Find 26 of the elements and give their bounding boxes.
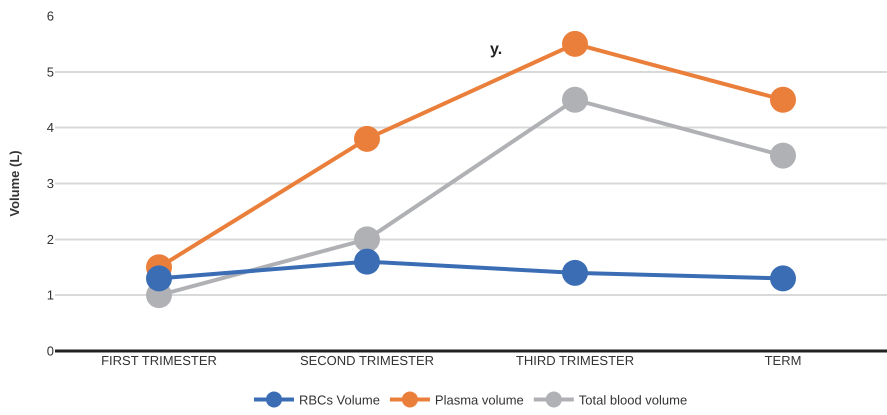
annotation: y. [490, 41, 502, 58]
point [354, 126, 380, 152]
x-tick-label: SECOND TRIMESTER [300, 353, 434, 368]
legend-label: RBCs Volume [299, 392, 380, 408]
point [146, 265, 172, 292]
legend-label: Total blood volume [578, 392, 688, 408]
y-tick-label: 6 [46, 8, 54, 24]
x-tick-label: FIRST TRIMESTER [101, 353, 217, 368]
x-tick-label: TERM [764, 353, 802, 368]
y-tick-label: 0 [46, 344, 54, 359]
point [354, 226, 380, 252]
point [562, 260, 588, 286]
legend-label: Plasma volume [434, 392, 524, 408]
point [770, 265, 796, 292]
point [770, 142, 796, 169]
y-tick-label: 5 [46, 64, 54, 80]
x-tick-label: THIRD TRIMESTER [516, 353, 634, 368]
y-tick-label: 3 [46, 176, 54, 192]
point [562, 86, 588, 113]
y-axis-title: Volume (L) [7, 150, 22, 217]
y-tick-label: 2 [46, 232, 54, 247]
y-tick-label: 1 [46, 288, 54, 303]
point [354, 248, 380, 275]
point [770, 86, 796, 113]
y-tick-label: 4 [46, 120, 54, 136]
point [562, 30, 588, 57]
